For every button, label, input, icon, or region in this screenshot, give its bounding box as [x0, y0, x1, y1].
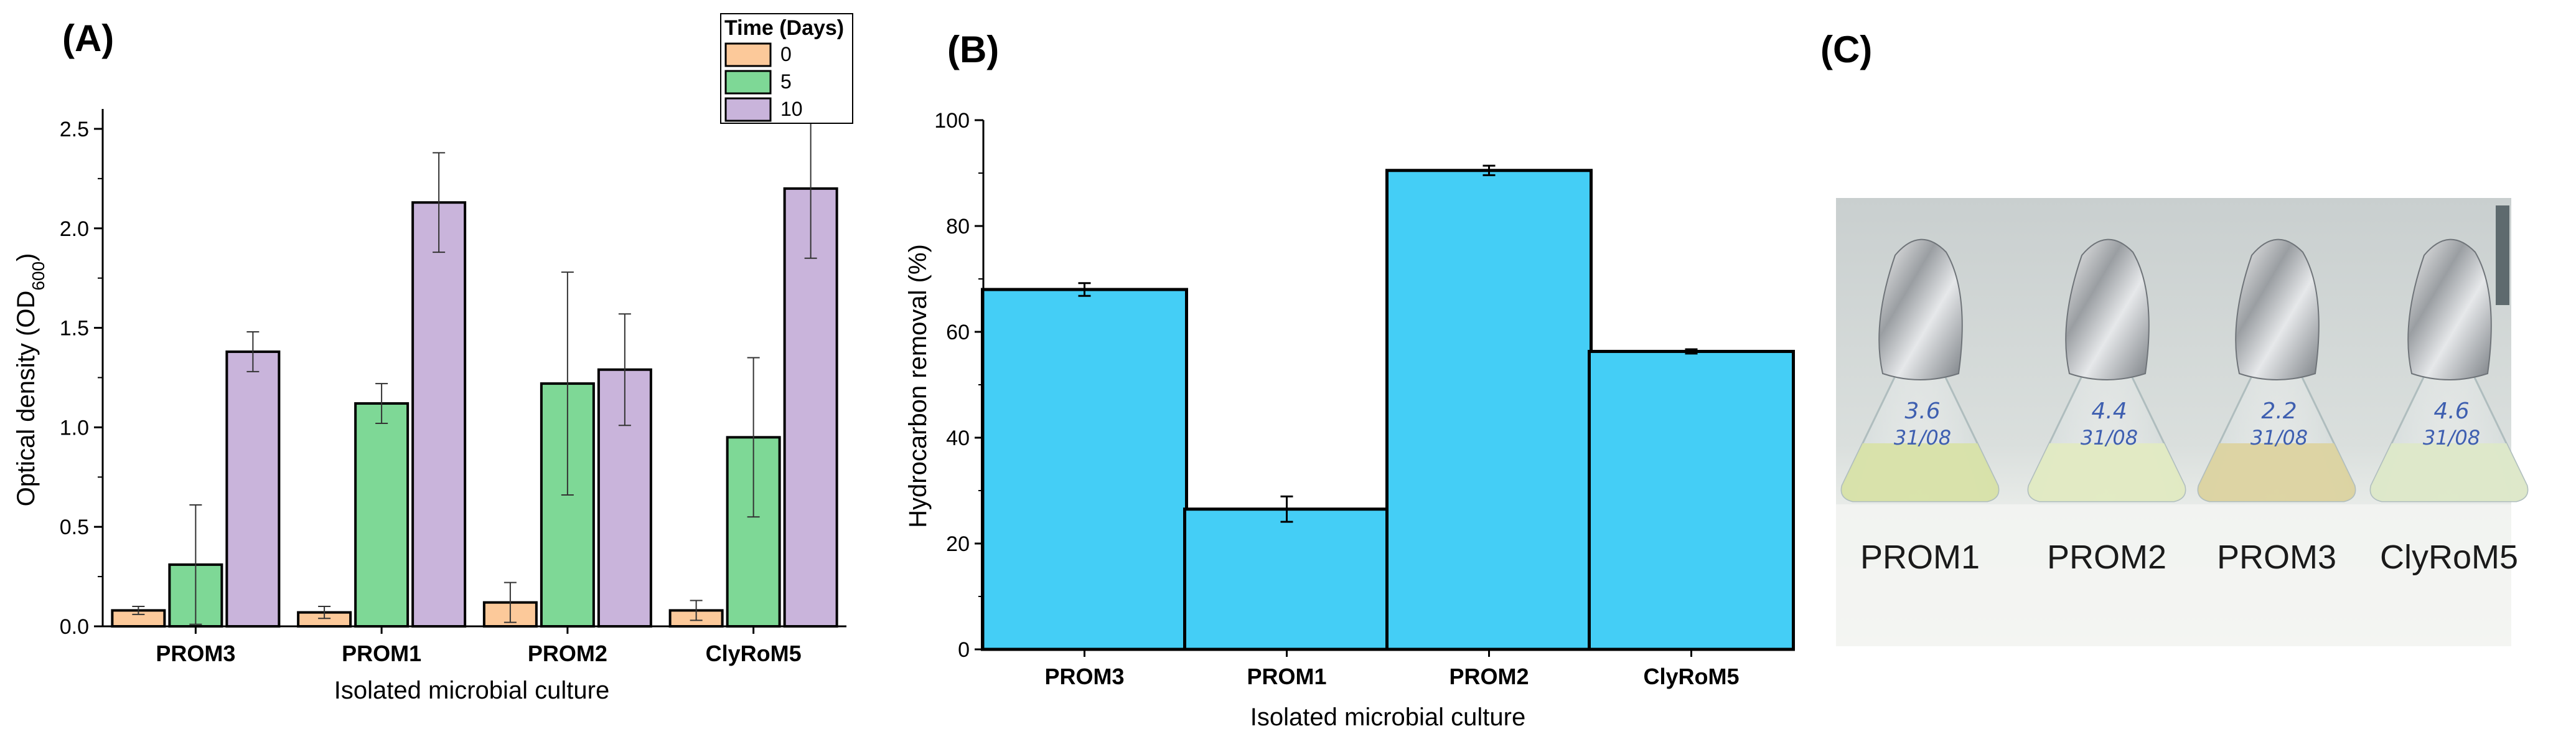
bar-b-prom1 — [1183, 507, 1390, 651]
legend-title: Time (Days) — [724, 16, 844, 40]
chart-a-legend: Time (Days) 0 5 10 — [720, 13, 853, 124]
chart-a-category-prom1: PROM1 — [342, 641, 421, 666]
chart-a-category-clyrom5: ClyRoM5 — [706, 641, 802, 666]
chart-b-category-clyrom5: ClyRoM5 — [1643, 664, 1739, 689]
panel-c-label: (C) — [1820, 29, 1872, 70]
chart-b-ytick-label: 40 — [946, 426, 970, 450]
bar-a-prom3-day10 — [225, 350, 281, 628]
chart-a-ytick-label: 2.5 — [60, 118, 89, 141]
chart-a-ytick-label: 0.0 — [60, 615, 89, 639]
chart-b-category-prom2: PROM2 — [1449, 664, 1529, 689]
flask-handwriting-od: 2.2 — [2261, 398, 2297, 424]
legend-swatch-day10 — [724, 97, 772, 122]
flask-medium — [2198, 443, 2355, 501]
chart-a-ylabel: Optical density (OD600) — [12, 253, 48, 507]
legend-swatch-day0 — [724, 42, 772, 67]
chart-b-ytick-label: 80 — [946, 215, 970, 238]
flask-photo: 3.631/084.431/082.231/084.631/08 PROM1 P… — [1836, 198, 2529, 646]
flask-handwriting-date: 31/08 — [2423, 426, 2480, 450]
flask-medium — [2028, 443, 2185, 501]
bar-b-prom2 — [1385, 169, 1593, 651]
bar-a-prom1-day10 — [411, 201, 467, 628]
foil-cap — [2407, 238, 2492, 380]
chart-b-xlabel: Isolated microbial culture — [1250, 704, 1525, 731]
flask-label-prom1: PROM1 — [1860, 539, 1980, 576]
chart-a-ytick-label: 1.0 — [60, 416, 89, 440]
flask-handwriting-date: 31/08 — [2081, 426, 2138, 450]
foil-cap — [1878, 238, 1963, 380]
panel-a-label: (A) — [62, 17, 114, 59]
foil-cap — [2235, 238, 2320, 380]
flask-prom2: 4.431/08 — [2027, 238, 2186, 502]
chart-b-ylabel: Hydrocarbon removal (%) — [904, 244, 932, 528]
flask-label-clyrom5: ClyRoM5 — [2380, 539, 2518, 576]
chart-a-ytick-label: 1.5 — [60, 317, 89, 341]
chart-b-category-prom3: PROM3 — [1044, 664, 1124, 689]
flask-handwriting-od: 3.6 — [1904, 398, 1940, 424]
flask-clyrom5: 4.631/08 — [2369, 238, 2529, 502]
chart-b-ytick-label: 60 — [946, 321, 970, 344]
legend-label-day0: 0 — [780, 43, 792, 65]
flask-medium — [1842, 443, 1998, 501]
legend-label-day5: 5 — [780, 70, 792, 93]
chart-a-category-prom3: PROM3 — [156, 641, 235, 666]
background-device — [2496, 205, 2509, 305]
hydrocarbon-removal-chart: 0 20 40 60 80 100 PROM3 PROM1 PROM2 ClyRoM5 Isola… — [904, 109, 1795, 731]
flask-label-prom2: PROM2 — [2047, 539, 2166, 576]
panel-b-label: (B) — [947, 29, 999, 70]
chart-b-category-prom1: PROM1 — [1247, 664, 1326, 689]
chart-a-ytick-label: 2.0 — [60, 217, 89, 241]
flask-medium — [2371, 443, 2527, 501]
bar-b-clyrom5 — [1588, 349, 1795, 651]
flask-prom3: 2.231/08 — [2197, 238, 2356, 502]
flask-handwriting-date: 31/08 — [2250, 426, 2308, 450]
legend-swatch-day5 — [724, 70, 772, 95]
flask-label-prom3: PROM3 — [2217, 539, 2336, 576]
legend-label-day10: 10 — [780, 98, 803, 120]
chart-a-category-prom2: PROM2 — [528, 641, 607, 666]
foil-cap — [2065, 238, 2150, 380]
flask-handwriting-od: 4.6 — [2433, 398, 2469, 424]
optical-density-chart: 0.0 0.5 1.0 1.5 2.0 2.5 PROM3 PROM1 PROM2 ClyRoM5… — [12, 13, 853, 704]
flask-handwriting-od: 4.4 — [2091, 398, 2127, 424]
chart-a-xlabel: Isolated microbial culture — [334, 677, 609, 704]
chart-b-ytick-label: 0 — [958, 638, 970, 662]
chart-a-ytick-label: 0.5 — [60, 516, 89, 539]
bench-surface — [1836, 504, 2511, 646]
chart-b-ytick-label: 20 — [946, 532, 970, 556]
flask-handwriting-date: 31/08 — [1894, 426, 1951, 450]
bar-b-prom3 — [981, 288, 1188, 651]
bar-a-prom1-day5 — [354, 402, 410, 628]
chart-b-ytick-label: 100 — [934, 109, 970, 133]
flask-prom1: 3.631/08 — [1840, 238, 2000, 502]
